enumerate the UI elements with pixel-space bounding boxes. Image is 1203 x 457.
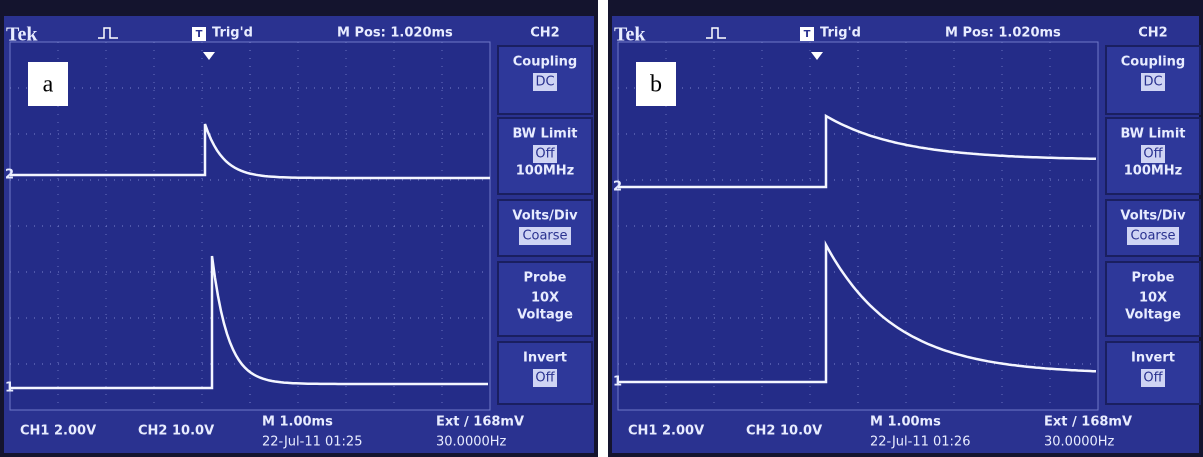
scope-panel: 2 1 b Tek T Trig'd M Pos: 1.020ms CH2 Coupling DC… — [608, 0, 1203, 457]
menu-value: Coarse — [1130, 229, 1175, 244]
menu-value: Off — [535, 147, 555, 162]
trigger-state: Trig'd — [212, 26, 253, 41]
menu-title: Coupling — [1121, 55, 1186, 70]
channel: CH2 — [530, 26, 559, 41]
menu-value: DC — [535, 75, 554, 90]
menu-title: BW Limit — [1120, 127, 1185, 142]
menu-value: Off — [535, 371, 555, 386]
menu-value: Voltage — [517, 308, 573, 323]
channel-marker: 2 — [5, 168, 14, 183]
channel: CH2 — [1138, 26, 1167, 41]
menu-value: 10X — [531, 291, 559, 306]
menu-title: Probe — [1132, 271, 1175, 286]
trigger-state: Trig'd — [820, 26, 861, 41]
channel-marker: 1 — [613, 375, 622, 390]
menu-title: Invert — [523, 351, 567, 366]
menu-title: Volts/Div — [1120, 209, 1186, 224]
menu-title: Probe — [524, 271, 567, 286]
page: 2 1 a Tek T Trig'd M Pos: 1.020ms CH2 Coupling DC… — [0, 0, 1203, 457]
channel-marker: 1 — [5, 381, 14, 396]
menu-value: Voltage — [1125, 308, 1181, 323]
menu-value: Off — [1143, 147, 1163, 162]
date: 22-Jul-11 01:25 — [262, 435, 362, 450]
figure-label: a — [43, 72, 54, 98]
frequency: 30.0000Hz — [436, 435, 507, 450]
menu-value: 100MHz — [516, 164, 575, 179]
menu-title: Coupling — [513, 55, 578, 70]
ch1-scale: CH1 2.00V — [628, 424, 704, 439]
channel-marker: 2 — [613, 180, 622, 195]
position: M Pos: 1.020ms — [337, 26, 453, 41]
menu-value: 10X — [1139, 291, 1167, 306]
menu-value: 100MHz — [1124, 164, 1183, 179]
brand: Tek — [614, 24, 646, 46]
trigger-level: Ext ∕ 168mV — [1044, 415, 1132, 430]
menu-value: Coarse — [522, 229, 567, 244]
trigger-icon: T — [196, 29, 203, 40]
timebase: M 1.00ms — [262, 415, 333, 430]
figure-label: b — [650, 72, 662, 98]
date: 22-Jul-11 01:26 — [870, 435, 970, 450]
menu-title: BW Limit — [512, 127, 577, 142]
ch2-scale: CH2 10.0V — [746, 424, 822, 439]
menu-value: Off — [1143, 371, 1163, 386]
menu-value: DC — [1143, 75, 1162, 90]
trigger-icon: T — [804, 29, 811, 40]
frequency: 30.0000Hz — [1044, 435, 1115, 450]
position: M Pos: 1.020ms — [945, 26, 1061, 41]
trigger-level: Ext ∕ 168mV — [436, 415, 524, 430]
menu-title: Volts/Div — [512, 209, 578, 224]
brand: Tek — [6, 24, 38, 46]
menu-title: Invert — [1131, 351, 1175, 366]
scope-panel: 2 1 a Tek T Trig'd M Pos: 1.020ms CH2 Coupling DC… — [0, 0, 598, 457]
ch2-scale: CH2 10.0V — [138, 424, 214, 439]
timebase: M 1.00ms — [870, 415, 941, 430]
ch1-scale: CH1 2.00V — [20, 424, 96, 439]
